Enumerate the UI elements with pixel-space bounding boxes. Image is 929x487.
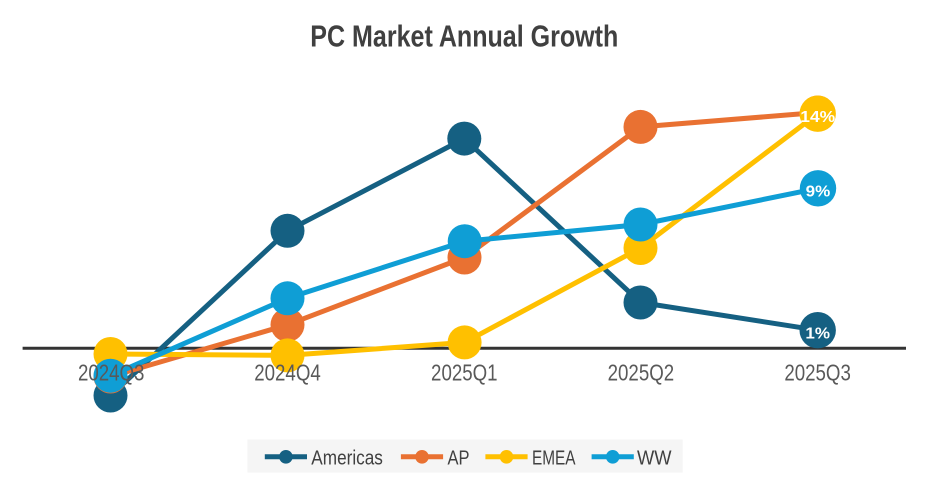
svg-text:2025Q1: 2025Q1	[431, 359, 498, 385]
svg-text:EMEA: EMEA	[532, 447, 576, 469]
svg-text:2025Q3: 2025Q3	[784, 359, 851, 385]
svg-text:AP: AP	[448, 447, 470, 469]
svg-text:14%: 14%	[800, 109, 835, 126]
svg-text:1%: 1%	[805, 325, 830, 342]
svg-text:PC Market Annual Growth: PC Market Annual Growth	[310, 19, 618, 54]
svg-text:WW: WW	[637, 447, 672, 469]
svg-text:2024Q4: 2024Q4	[254, 359, 321, 385]
svg-text:9%: 9%	[806, 183, 831, 200]
svg-text:2025Q2: 2025Q2	[608, 359, 675, 385]
svg-text:Americas: Americas	[311, 447, 383, 469]
svg-text:2024Q3: 2024Q3	[78, 359, 145, 385]
